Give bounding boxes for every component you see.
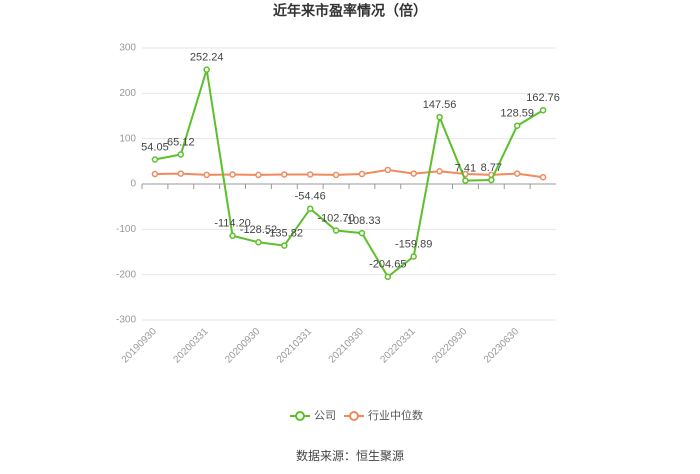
data-label: -204.65 bbox=[369, 259, 406, 271]
point bbox=[203, 66, 210, 73]
data-label: -159.89 bbox=[395, 238, 432, 250]
x-tick-label: 20210930 bbox=[327, 326, 367, 366]
series-line bbox=[154, 69, 544, 279]
data-label: 128.59 bbox=[500, 108, 534, 120]
point bbox=[332, 227, 340, 234]
series-line bbox=[154, 168, 544, 179]
point bbox=[229, 171, 236, 178]
x-tick-label: 20220331 bbox=[378, 326, 418, 366]
data-label: 54.05 bbox=[141, 141, 169, 153]
y-tick-label: 100 bbox=[119, 133, 136, 144]
point bbox=[539, 106, 547, 114]
x-tick-label: 20210331 bbox=[275, 326, 315, 366]
chart-title: 近年来市盈率情况（倍） bbox=[273, 3, 427, 19]
y-tick-label: -200 bbox=[116, 269, 136, 280]
point bbox=[358, 170, 366, 178]
point bbox=[513, 122, 521, 129]
point bbox=[255, 239, 262, 246]
data-label: 65.12 bbox=[167, 136, 195, 148]
point bbox=[306, 171, 314, 178]
x-tick-label: 20200930 bbox=[223, 326, 263, 366]
data-label: -135.82 bbox=[266, 227, 303, 239]
y-tick-label: 200 bbox=[119, 88, 136, 99]
point bbox=[151, 170, 159, 178]
x-tick-label: 20230630 bbox=[482, 326, 522, 366]
data-label: 162.76 bbox=[526, 92, 560, 104]
point bbox=[306, 205, 314, 212]
x-tick-label: 20220930 bbox=[430, 326, 470, 366]
point bbox=[488, 176, 495, 184]
point bbox=[410, 253, 417, 260]
point bbox=[384, 273, 392, 281]
legend-marker bbox=[349, 411, 359, 421]
x-tick-label: 20190930 bbox=[120, 326, 160, 366]
legend-marker bbox=[295, 411, 305, 421]
y-tick-label: 0 bbox=[130, 179, 136, 190]
source: 数据来源：恒生聚源 bbox=[296, 448, 404, 463]
data-label: 252.24 bbox=[190, 52, 224, 64]
y-tick-label: 300 bbox=[119, 43, 136, 54]
point bbox=[539, 173, 547, 181]
legend-label: 行业中位数 bbox=[368, 408, 423, 422]
data-label: -102.70 bbox=[317, 212, 354, 224]
point bbox=[384, 166, 392, 174]
legend-label: 公司 bbox=[314, 410, 336, 422]
point bbox=[281, 242, 288, 249]
point bbox=[281, 171, 288, 178]
data-label: 147.56 bbox=[423, 99, 457, 111]
point bbox=[462, 177, 469, 184]
point bbox=[177, 170, 185, 177]
point bbox=[436, 113, 443, 121]
point bbox=[177, 151, 185, 158]
point bbox=[513, 170, 521, 177]
data-label: 8.77 bbox=[481, 162, 502, 174]
data-label: -54.46 bbox=[295, 191, 326, 203]
x-tick-label: 20200331 bbox=[171, 326, 211, 366]
point bbox=[203, 171, 210, 179]
data-label: -108.33 bbox=[343, 215, 380, 227]
point bbox=[255, 171, 262, 179]
point bbox=[410, 170, 417, 177]
y-tick-label: -100 bbox=[116, 224, 136, 235]
y-tick-label: -300 bbox=[116, 315, 136, 326]
point bbox=[151, 156, 159, 163]
data-label: 7.41 bbox=[455, 163, 476, 175]
point bbox=[436, 168, 443, 175]
data-label: -114.20 bbox=[214, 218, 251, 230]
point bbox=[229, 232, 236, 240]
point bbox=[332, 171, 340, 179]
data-label: -128.52 bbox=[240, 224, 277, 236]
point bbox=[358, 229, 366, 237]
